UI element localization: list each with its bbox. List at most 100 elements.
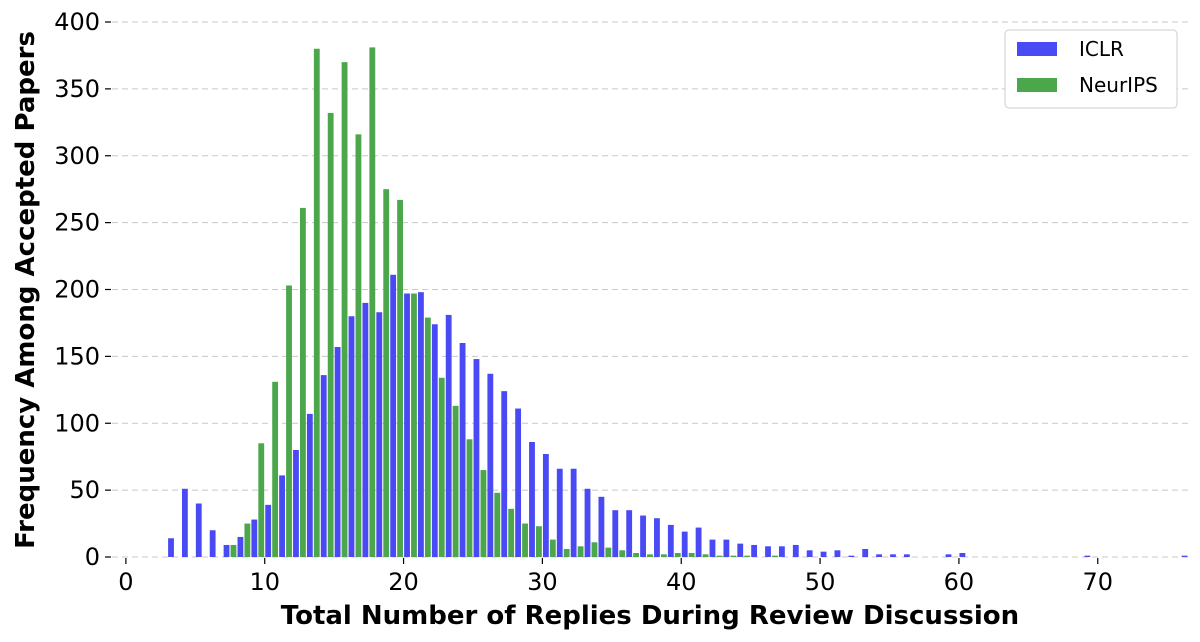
legend-label-neurips: NeurIPS [1079, 73, 1158, 97]
bar-iclr [362, 302, 369, 558]
bar-iclr [751, 544, 758, 557]
bar-iclr [556, 468, 563, 557]
bar-iclr [223, 544, 230, 557]
bar-neurips [424, 317, 431, 557]
bar-iclr [584, 488, 591, 557]
bar-iclr [695, 527, 702, 557]
y-tick-label: 150 [54, 342, 100, 370]
x-tick-label: 30 [527, 568, 558, 596]
bar-iclr [459, 343, 466, 557]
y-tick-label: 100 [54, 409, 100, 437]
bar-neurips [244, 523, 251, 557]
bar-neurips [383, 189, 390, 557]
bar-iclr [320, 375, 327, 557]
bar-iclr [334, 347, 341, 557]
x-tick-label: 0 [118, 568, 133, 596]
bar-neurips [660, 554, 667, 557]
bar-neurips [716, 555, 723, 557]
bar-neurips [730, 555, 737, 557]
legend-label-iclr: ICLR [1079, 37, 1124, 61]
bar-iclr [778, 546, 785, 557]
bar-neurips [299, 207, 306, 557]
bar-iclr [903, 554, 910, 557]
x-axis-title: Total Number of Replies During Review Di… [281, 601, 1019, 631]
bar-iclr [431, 324, 438, 557]
bar-neurips [452, 405, 459, 557]
bar-iclr [626, 510, 633, 557]
bar-neurips [341, 62, 348, 558]
x-tick-label: 40 [666, 568, 697, 596]
x-tick-label: 50 [805, 568, 836, 596]
bar-iclr [667, 524, 674, 557]
bar-iclr [181, 488, 188, 557]
y-axis-title: Frequency Among Accepted Papers [11, 31, 41, 549]
bar-iclr [681, 531, 688, 557]
bar-iclr [348, 316, 355, 557]
bar-neurips [480, 470, 487, 557]
bar-iclr [404, 293, 410, 557]
bar-iclr [848, 555, 855, 557]
y-tick-label: 200 [54, 276, 100, 304]
bar-neurips [272, 381, 279, 557]
bar-neurips [549, 539, 556, 557]
bar-neurips [591, 542, 598, 557]
bar-iclr [376, 312, 383, 557]
bar-neurips [355, 134, 362, 557]
bar-neurips [688, 552, 695, 557]
legend-swatch-neurips [1017, 78, 1057, 92]
bar-iclr [445, 314, 452, 557]
bar-iclr [501, 391, 508, 557]
bar-neurips [438, 377, 445, 557]
bar-neurips [327, 112, 334, 557]
bar-neurips [522, 523, 528, 557]
bar-iclr [168, 538, 174, 557]
legend-swatch-iclr [1017, 42, 1057, 56]
bar-iclr [265, 504, 272, 557]
x-tick-label: 60 [944, 568, 975, 596]
bar-neurips [286, 285, 292, 557]
bar-neurips [258, 443, 265, 557]
bar-iclr [640, 515, 646, 557]
legend: ICLR NeurIPS [1004, 29, 1178, 109]
bar-neurips [647, 554, 653, 557]
bar-neurips [313, 48, 320, 557]
bar-iclr [515, 408, 522, 557]
bar-iclr [765, 546, 771, 557]
bar-iclr [709, 539, 716, 557]
bar-iclr [195, 503, 202, 557]
bar-iclr [293, 450, 299, 557]
bar-iclr [1181, 555, 1188, 557]
bar-iclr [890, 554, 896, 557]
bar-neurips [536, 526, 542, 557]
y-axis-ticks: 0 50 100 150 200 250 300 350 400 [54, 8, 111, 571]
bar-iclr [209, 530, 216, 557]
bar-neurips [674, 552, 681, 557]
x-tick-label: 20 [388, 568, 419, 596]
bar-iclr [945, 554, 952, 557]
y-tick-label: 300 [54, 142, 100, 170]
y-tick-label: 350 [54, 75, 100, 103]
bar-iclr [876, 554, 882, 557]
y-tick-label: 400 [54, 8, 100, 36]
bar-iclr [737, 543, 744, 558]
bar-neurips [619, 550, 626, 557]
bar-neurips [702, 554, 709, 557]
bar-neurips [397, 199, 403, 557]
bar-iclr [959, 552, 966, 557]
bar-iclr [598, 496, 605, 557]
bar-neurips [772, 555, 778, 557]
bar-iclr [792, 544, 799, 557]
bar-iclr [1084, 555, 1091, 557]
bar-iclr [529, 441, 535, 557]
y-tick-label: 0 [85, 543, 100, 571]
bar-iclr [237, 536, 244, 557]
bar-iclr [834, 550, 841, 557]
x-tick-label: 10 [249, 568, 280, 596]
x-tick-label: 70 [1082, 568, 1113, 596]
bar-neurips [633, 552, 640, 557]
bar-iclr [306, 413, 313, 557]
bar-neurips [508, 508, 515, 557]
bar-neurips [744, 555, 751, 557]
bar-neurips [494, 492, 501, 557]
bar-neurips [563, 548, 570, 557]
